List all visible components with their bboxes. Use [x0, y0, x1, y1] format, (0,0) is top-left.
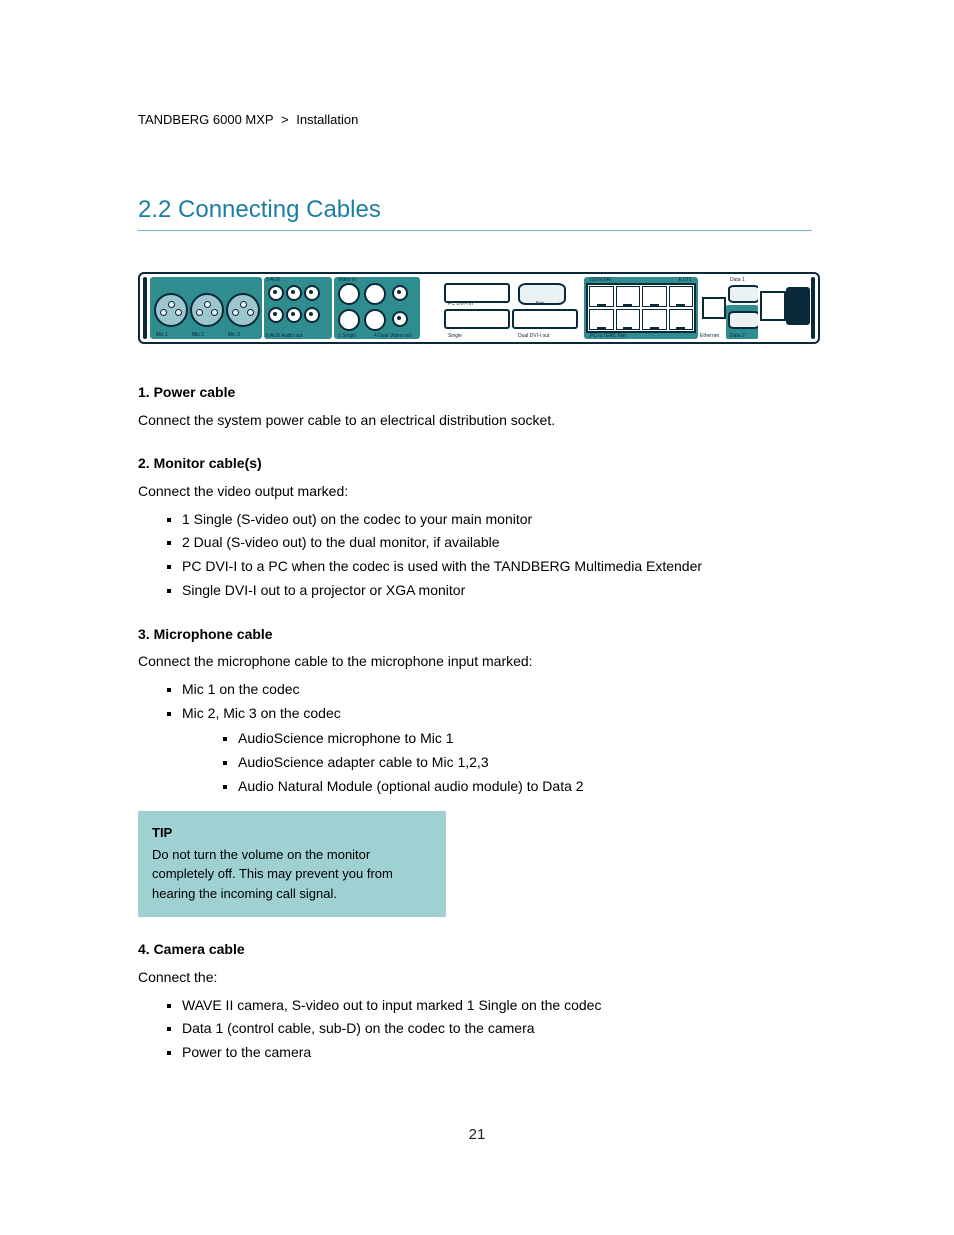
list-item: 2 Dual (S-video out) to the dual monitor…	[182, 532, 812, 554]
label-net: Net	[536, 301, 544, 307]
label-single: 1 Single	[338, 333, 356, 339]
dvi-port-out-dual	[512, 309, 578, 329]
tip-callout: TIP Do not turn the volume on the monito…	[138, 811, 446, 917]
rj45-port	[669, 309, 694, 330]
panel-group-dvi: PC DVI-I in Net Single Dual DVI-I out	[440, 277, 582, 339]
list-item: AudioScience adapter cable to Mic 1,2,3	[238, 752, 812, 774]
list-item: PC DVI-I to a PC when the codec is used …	[182, 556, 812, 578]
label-pc-dvi-in: PC DVI-I in	[448, 301, 473, 307]
panel-group-power	[758, 277, 810, 339]
breadcrumb-parent: TANDBERG 6000 MXP	[138, 112, 273, 127]
panel-group-serial: Data 1 Data 2	[728, 277, 756, 339]
list-item: Mic 2, Mic 3 on the codec AudioScience m…	[182, 703, 812, 798]
label-dvi-out-dual: Dual DVI-I out	[518, 333, 549, 339]
label-dual: 4 Dual Video out	[374, 333, 411, 339]
dvi-port-out-single	[444, 309, 510, 329]
ethernet-port	[702, 297, 726, 319]
xlr-mic-1	[154, 293, 188, 327]
step-intro-monitor: Connect the video output marked:	[138, 481, 812, 503]
step-sublist-mic: AudioScience microphone to Mic 1 AudioSc…	[182, 728, 812, 797]
rj45-port	[642, 286, 667, 307]
rj45-port	[616, 286, 641, 307]
list-item: WAVE II camera, S-video out to input mar…	[182, 995, 812, 1017]
rca-port	[304, 307, 320, 323]
db9-data2	[728, 311, 760, 329]
power-switch-icon	[786, 287, 810, 325]
rj45-block	[586, 283, 696, 333]
step-heading-mic: 3. Microphone cable	[138, 624, 812, 646]
label-ethernet: Ethernet	[700, 333, 719, 339]
rj45-port	[616, 309, 641, 330]
rj45-port	[589, 286, 614, 307]
rj45-port	[669, 286, 694, 307]
dvi-port-in	[444, 283, 510, 303]
panel-group-isdn: ISDN BRI E1/T1 PC is / ERC Net	[584, 277, 698, 339]
tip-body: Do not turn the volume on the monitor co…	[152, 845, 432, 904]
label-video-in: Video in	[338, 277, 356, 283]
label-data1: Data 1	[730, 277, 745, 283]
step-list-mic: Mic 1 on the codec Mic 2, Mic 3 on the c…	[138, 679, 812, 797]
breadcrumb-separator: >	[281, 112, 289, 127]
list-item: Audio Natural Module (optional audio mod…	[238, 776, 812, 798]
label-data2: Data 2	[730, 333, 745, 339]
step-intro-mic: Connect the microphone cable to the micr…	[138, 651, 812, 673]
rca-port	[392, 285, 408, 301]
panel-group-video-in: Video in 1 Single 4 Dual Video out	[334, 277, 420, 339]
rca-port	[268, 307, 284, 323]
xlr-mic-2	[190, 293, 224, 327]
step-heading-monitor: 2. Monitor cable(s)	[138, 453, 812, 475]
svideo-port	[338, 283, 360, 305]
label-mic3: Mic 3	[228, 332, 240, 338]
page: TANDBERG 6000 MXP > Installation 2.2 Con…	[0, 0, 954, 1235]
db9-data1	[728, 285, 760, 303]
step-body-power: Connect the system power cable to an ele…	[138, 410, 812, 432]
list-item: Mic 1 on the codec	[182, 679, 812, 701]
list-item: AudioScience microphone to Mic 1	[238, 728, 812, 750]
rj45-port	[589, 309, 614, 330]
xlr-mic-3	[226, 293, 260, 327]
power-inlet-icon	[760, 291, 786, 321]
step-intro-camera: Connect the:	[138, 967, 812, 989]
rj45-port	[642, 309, 667, 330]
label-aux: 3 AUX	[266, 277, 280, 283]
rear-panel-diagram: Mic 1 Mic 2 Mic 3 3 AUX 6 AUX Audio out	[138, 272, 816, 340]
step-list-camera: WAVE II camera, S-video out to input mar…	[138, 995, 812, 1064]
rca-port	[268, 285, 284, 301]
body-text: 1. Power cable Connect the system power …	[138, 360, 812, 1068]
step-list-monitor: 1 Single (S-video out) on the codec to y…	[138, 509, 812, 602]
rear-panel: Mic 1 Mic 2 Mic 3 3 AUX 6 AUX Audio out	[138, 272, 820, 344]
rca-port	[392, 311, 408, 327]
rca-port	[286, 307, 302, 323]
label-pclis: PC is / ERC Net	[590, 333, 626, 339]
page-title: 2.2 Connecting Cables	[138, 196, 812, 231]
svideo-port	[364, 309, 386, 331]
rca-port	[286, 285, 302, 301]
label-aux-out: 6 AUX Audio out	[266, 333, 302, 339]
page-number: 21	[0, 1126, 954, 1143]
svideo-port	[364, 283, 386, 305]
breadcrumb-current: Installation	[296, 112, 358, 127]
label-mic1: Mic 1	[156, 332, 168, 338]
list-item: Single DVI-I out to a projector or XGA m…	[182, 580, 812, 602]
list-item: Power to the camera	[182, 1042, 812, 1064]
panel-group-mic: Mic 1 Mic 2 Mic 3	[150, 277, 262, 339]
list-item: Data 1 (control cable, sub-D) on the cod…	[182, 1018, 812, 1040]
rca-port	[304, 285, 320, 301]
step-heading-camera: 4. Camera cable	[138, 939, 812, 961]
panel-group-ethernet: Ethernet	[700, 277, 726, 339]
tip-title: TIP	[152, 823, 432, 843]
label-dvi-out-single: Single	[448, 333, 462, 339]
label-mic2: Mic 2	[192, 332, 204, 338]
list-item: 1 Single (S-video out) on the codec to y…	[182, 509, 812, 531]
step-heading-power: 1. Power cable	[138, 382, 812, 404]
breadcrumb: TANDBERG 6000 MXP > Installation	[138, 112, 358, 127]
panel-group-audio-rca: 3 AUX 6 AUX Audio out	[264, 277, 332, 339]
svideo-port	[338, 309, 360, 331]
